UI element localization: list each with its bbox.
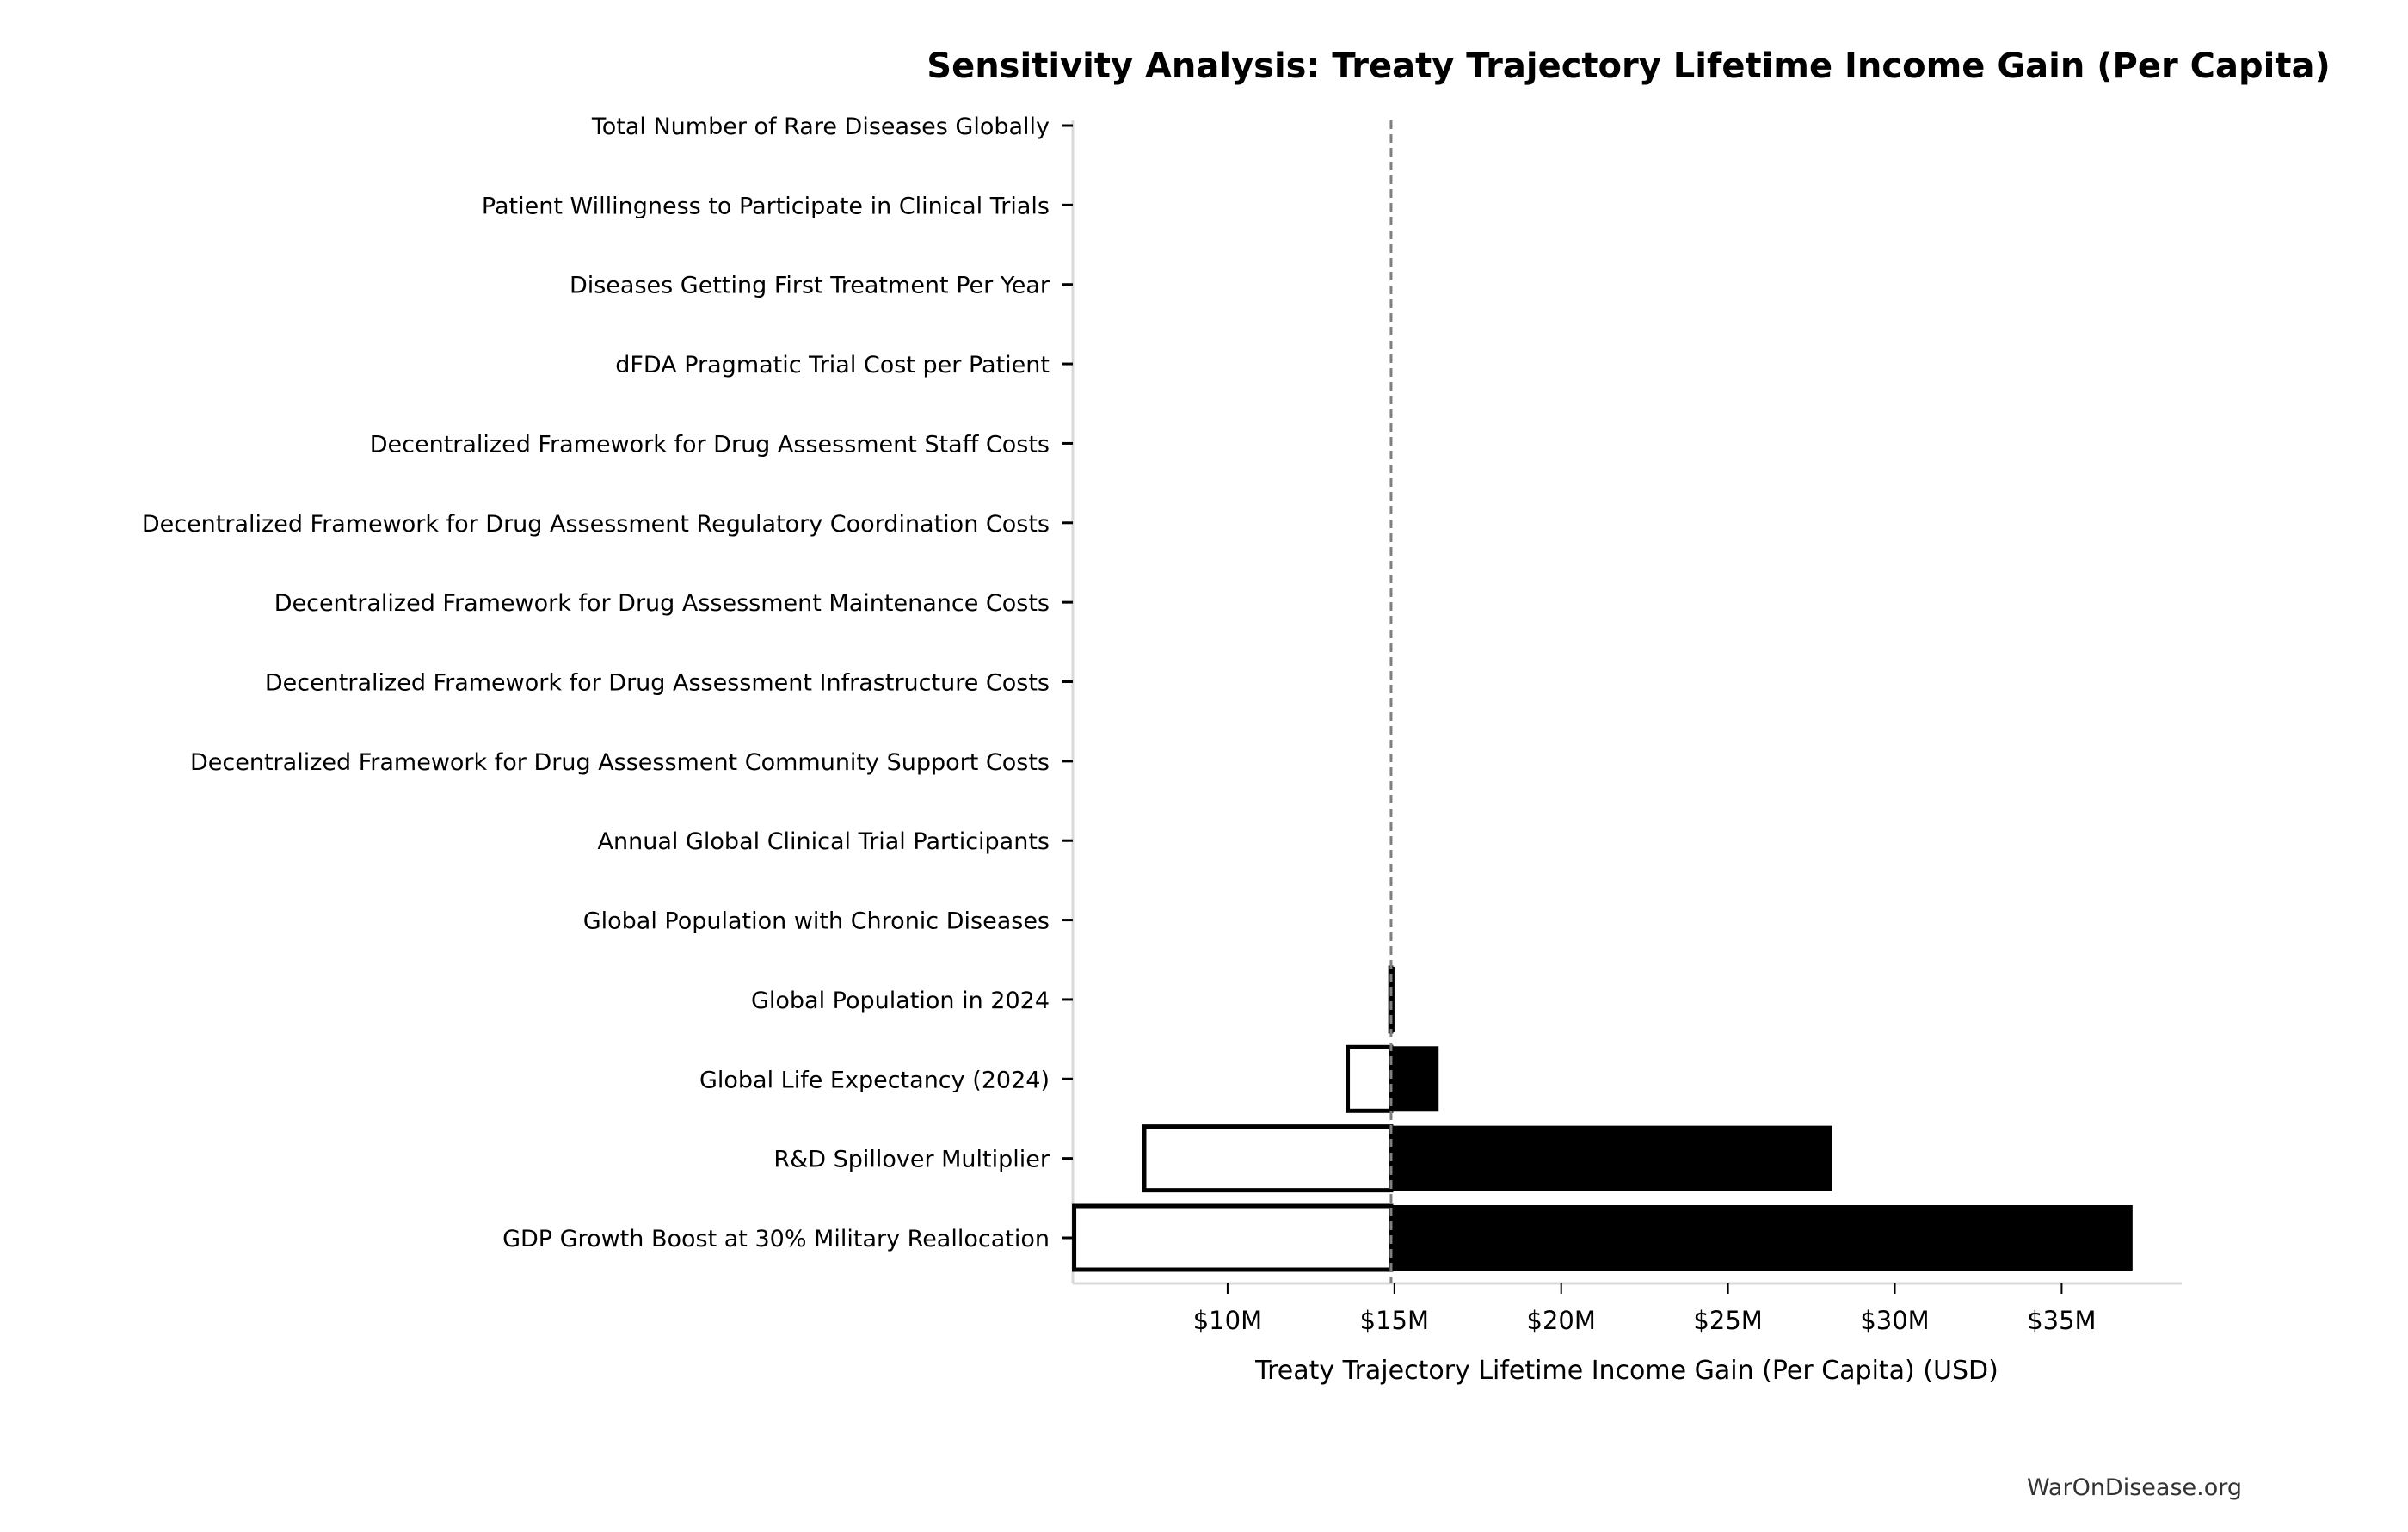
y-tick-label: Decentralized Framework for Drug Assessm… [190,749,1050,776]
x-tick-label: $25M [1693,1306,1762,1335]
x-axis-label: Treaty Trajectory Lifetime Income Gain (… [1254,1356,1998,1386]
x-tick-label: $30M [1860,1306,1929,1335]
y-tick-labels: Total Number of Rare Diseases Globally Pa… [142,114,1073,1252]
y-tick-label: dFDA Pragmatic Trial Cost per Patient [615,352,1050,378]
watermark: WarOnDisease.org [2027,1474,2242,1501]
bar-high [1389,1205,2133,1271]
y-tick-label: Global Population with Chronic Diseases [583,908,1050,935]
y-tick-label: R&D Spillover Multiplier [773,1147,1050,1173]
y-tick-label: Patient Willingness to Participate in Cl… [482,193,1050,219]
y-tick-label: Decentralized Framework for Drug Assessm… [274,590,1050,617]
bar-high [1389,1125,1832,1191]
x-tick-label: $35M [2027,1306,2096,1335]
bars [1072,965,2133,1272]
y-tick-label: Diseases Getting First Treatment Per Yea… [570,273,1050,299]
y-tick-label: GDP Growth Boost at 30% Military Realloc… [502,1226,1050,1252]
y-tick-label: Decentralized Framework for Drug Assessm… [370,431,1050,458]
y-tick-label: Global Life Expectancy (2024) [699,1067,1050,1093]
y-tick-label: Annual Global Clinical Trial Participant… [598,828,1050,855]
bar-low [1142,1124,1394,1193]
x-tick-label: $10M [1193,1306,1262,1335]
y-tick-label: Decentralized Framework for Drug Assessm… [265,670,1050,697]
bar-low [1346,1044,1394,1113]
bar-high [1389,1046,1439,1112]
x-tick-label: $20M [1527,1306,1596,1335]
y-tick-label: Decentralized Framework for Drug Assessm… [142,511,1050,538]
x-tick-label: $15M [1360,1306,1429,1335]
y-tick-label: Total Number of Rare Diseases Globally [591,114,1050,140]
axes [1071,120,2182,1285]
bar-low [1072,1203,1394,1272]
x-ticks: $10M $15M $20M $25M $30M $35M [1193,1283,2097,1335]
y-tick-label: Global Population in 2024 [751,987,1050,1014]
chart-title: Sensitivity Analysis: Treaty Trajectory … [927,46,2330,86]
